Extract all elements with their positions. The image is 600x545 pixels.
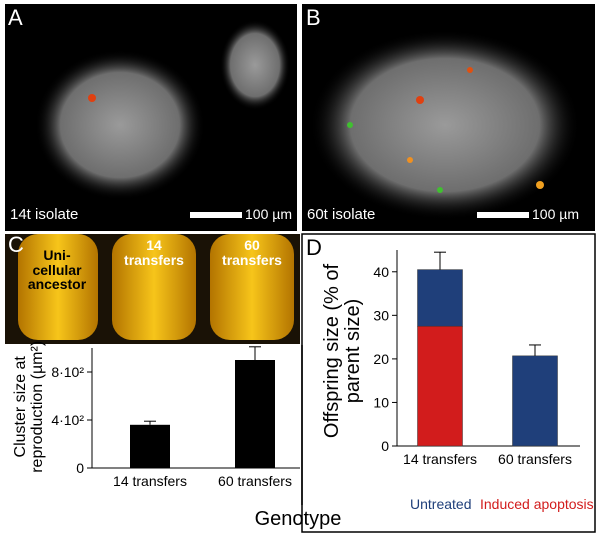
tube [210,234,294,340]
y-tick-label: 10 [373,394,389,410]
panel-letter: D [306,235,322,260]
cell-marker [347,122,353,128]
scale-label: 100 µm [245,206,292,222]
bar [130,424,170,468]
tube-label: 14 transfers [124,237,184,268]
cell-marker [88,94,96,102]
bar-segment [417,269,463,327]
image-caption: 14t isolate [10,206,79,223]
y-tick-label: 0 [381,438,389,454]
cluster [220,20,290,110]
cell-marker [437,187,443,193]
x-tick-label: 60 transfers [498,451,572,467]
tube-label: Uni-cellular ancestor [27,247,87,293]
x-axis-label: Genotype [254,508,342,530]
y-tick-label: 30 [373,307,389,323]
y-tick-label: 20 [373,351,389,367]
y-tick-label: 40 [373,264,389,280]
cluster [310,30,580,220]
legend-label: Induced apoptosis [480,496,594,512]
bar-segment [417,325,463,447]
tube [18,234,98,340]
y-axis-label: Offspring size (% of parent size) [321,263,364,439]
y-tick-label: 8·10² [51,364,84,380]
scale-label: 100 µm [532,206,579,222]
x-tick-label: 14 transfers [113,473,187,489]
tube-label: 60 transfers [222,237,282,268]
bar [235,360,275,468]
tube [112,234,196,340]
panel-letter: C [8,232,24,257]
cell-marker [416,96,424,104]
legend-label: Untreated [410,496,472,512]
scale-bar [190,212,242,218]
panel-letter: B [306,5,321,30]
image-caption: 60t isolate [307,206,376,223]
x-tick-label: 14 transfers [403,451,477,467]
bar-segment [512,355,558,447]
cell-marker [407,157,413,163]
y-tick-label: 0 [76,460,84,476]
y-tick-label: 4·10² [51,412,84,428]
cluster [35,50,205,200]
cell-marker [536,181,544,189]
scale-bar [477,212,529,218]
y-axis-label: Cluster size at reproduction (µm²) [12,340,46,473]
panel-letter: A [8,5,23,30]
x-tick-label: 60 transfers [218,473,292,489]
cell-marker [467,67,473,73]
